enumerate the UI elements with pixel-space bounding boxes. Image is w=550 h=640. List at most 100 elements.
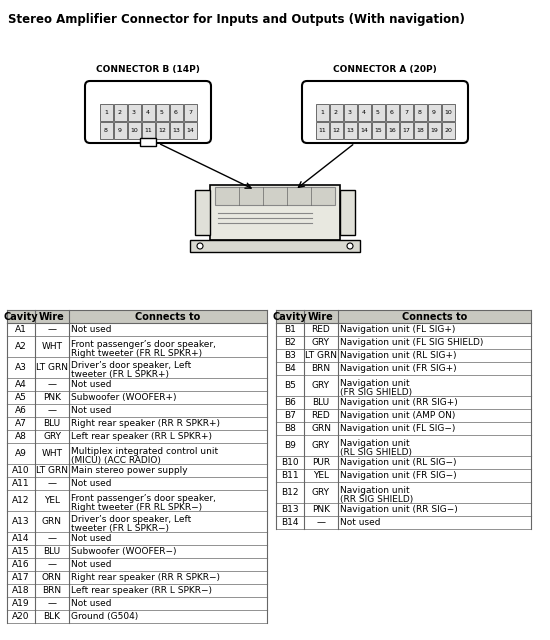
Text: Wire: Wire: [308, 312, 334, 321]
Bar: [7, 511, 267, 532]
Text: Not used: Not used: [71, 479, 112, 488]
Text: A19: A19: [12, 599, 30, 608]
Text: —: —: [47, 560, 57, 569]
Text: PNK: PNK: [43, 393, 61, 402]
Text: Connects to: Connects to: [135, 312, 201, 321]
Bar: [276, 516, 531, 529]
Text: (RL SIG SHIELD): (RL SIG SHIELD): [340, 448, 412, 457]
Bar: [329, 104, 343, 120]
Bar: [7, 336, 267, 357]
Bar: [184, 104, 196, 120]
Bar: [141, 104, 155, 120]
Bar: [276, 435, 531, 456]
Text: Navigation unit (FL SIG SHIELD): Navigation unit (FL SIG SHIELD): [340, 338, 483, 347]
Text: 13: 13: [172, 127, 180, 132]
Text: GRN: GRN: [42, 517, 62, 526]
Bar: [276, 482, 531, 503]
Bar: [276, 469, 531, 482]
Text: B12: B12: [281, 488, 299, 497]
Text: A9: A9: [15, 449, 27, 458]
Text: YEL: YEL: [44, 496, 60, 505]
Text: 4: 4: [362, 109, 366, 115]
Text: GRN: GRN: [311, 424, 331, 433]
Bar: [276, 349, 531, 362]
Text: Navigation unit: Navigation unit: [340, 486, 410, 495]
Text: Driver’s door speaker, Left: Driver’s door speaker, Left: [71, 361, 191, 370]
Bar: [7, 597, 267, 610]
Text: A17: A17: [12, 573, 30, 582]
Bar: [7, 357, 267, 378]
Bar: [276, 422, 531, 435]
Text: 13: 13: [346, 127, 354, 132]
Text: Cavity: Cavity: [273, 312, 307, 321]
Text: A1: A1: [15, 325, 27, 334]
Text: RED: RED: [312, 411, 331, 420]
Text: A20: A20: [12, 612, 30, 621]
Text: 8: 8: [418, 109, 422, 115]
Text: Navigation unit: Navigation unit: [340, 379, 410, 388]
Bar: [169, 104, 183, 120]
Text: (MICU) (ACC RADIO): (MICU) (ACC RADIO): [71, 456, 161, 465]
Bar: [358, 104, 371, 120]
Bar: [7, 323, 267, 336]
Text: 1: 1: [320, 109, 324, 115]
Bar: [184, 122, 196, 138]
Bar: [215, 187, 335, 205]
Text: 3: 3: [132, 109, 136, 115]
Circle shape: [347, 243, 353, 249]
Text: Cavity: Cavity: [4, 312, 38, 321]
Text: B1: B1: [284, 325, 296, 334]
Text: B14: B14: [281, 518, 299, 527]
Text: BLK: BLK: [43, 612, 60, 621]
Text: Not used: Not used: [71, 325, 112, 334]
Text: Front passenger’s door speaker,: Front passenger’s door speaker,: [71, 340, 216, 349]
Text: Wire: Wire: [39, 312, 65, 321]
Bar: [7, 584, 267, 597]
Text: —: —: [47, 325, 57, 334]
Text: A6: A6: [15, 406, 27, 415]
Text: Multiplex integrated control unit: Multiplex integrated control unit: [71, 447, 218, 456]
Bar: [276, 503, 531, 516]
Bar: [427, 122, 441, 138]
Bar: [399, 104, 412, 120]
Text: Navigation unit (FR SIG−): Navigation unit (FR SIG−): [340, 471, 456, 480]
Text: Ground (G504): Ground (G504): [71, 612, 138, 621]
Text: A10: A10: [12, 466, 30, 475]
Text: Navigation unit (AMP ON): Navigation unit (AMP ON): [340, 411, 455, 420]
Text: —: —: [47, 406, 57, 415]
Bar: [156, 122, 168, 138]
Bar: [414, 104, 426, 120]
Bar: [344, 104, 356, 120]
Text: Not used: Not used: [340, 518, 381, 527]
Text: Right tweeter (FR RL SPKR−): Right tweeter (FR RL SPKR−): [71, 503, 202, 512]
Text: Right tweeter (FR RL SPKR+): Right tweeter (FR RL SPKR+): [71, 349, 202, 358]
Text: 12: 12: [332, 127, 340, 132]
Bar: [7, 610, 267, 623]
Text: BRN: BRN: [311, 364, 331, 373]
Text: A15: A15: [12, 547, 30, 556]
Text: ORN: ORN: [42, 573, 62, 582]
Text: Not used: Not used: [71, 599, 112, 608]
Text: B10: B10: [281, 458, 299, 467]
Bar: [329, 122, 343, 138]
Text: Front passenger’s door speaker,: Front passenger’s door speaker,: [71, 494, 216, 503]
FancyBboxPatch shape: [85, 81, 211, 143]
Text: A14: A14: [12, 534, 30, 543]
Bar: [7, 464, 267, 477]
Text: B13: B13: [281, 505, 299, 514]
Text: PUR: PUR: [312, 458, 330, 467]
Text: A5: A5: [15, 393, 27, 402]
Text: Not used: Not used: [71, 560, 112, 569]
Bar: [7, 571, 267, 584]
Text: WHT: WHT: [41, 342, 63, 351]
Bar: [210, 185, 340, 240]
Text: 4: 4: [146, 109, 150, 115]
Bar: [156, 104, 168, 120]
Text: A2: A2: [15, 342, 27, 351]
Text: B5: B5: [284, 381, 296, 390]
Bar: [316, 104, 328, 120]
Text: Left rear speaker (RR L SPKR−): Left rear speaker (RR L SPKR−): [71, 586, 212, 595]
Text: 6: 6: [174, 109, 178, 115]
Bar: [399, 122, 412, 138]
Bar: [316, 122, 328, 138]
